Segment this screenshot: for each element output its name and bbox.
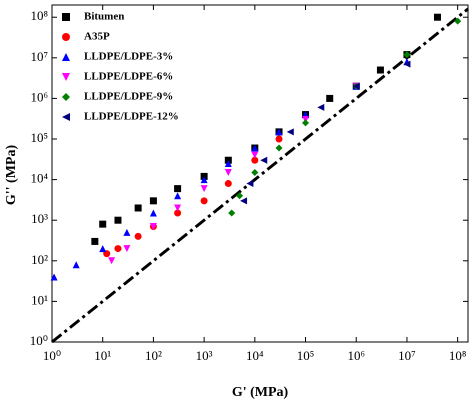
legend-label: LLDPE/LDPE-9% — [84, 91, 173, 103]
point — [200, 197, 208, 205]
point — [149, 209, 157, 217]
point — [275, 144, 283, 152]
x-tick-label: 10³ — [196, 348, 213, 363]
y-tick-label: 10⁸ — [30, 8, 48, 23]
point — [224, 180, 232, 188]
point — [50, 273, 58, 281]
plot-frame — [51, 4, 469, 343]
point — [246, 180, 254, 188]
legend-marker — [62, 13, 70, 21]
x-tick-label: 10⁵ — [297, 348, 315, 363]
point — [149, 222, 157, 230]
point — [200, 176, 208, 184]
point — [275, 128, 283, 136]
point — [99, 220, 107, 228]
legend-label: Bitumen — [84, 11, 124, 23]
legend-marker — [62, 113, 70, 121]
point — [114, 245, 122, 253]
legend-label: LLDPE/LDPE-3% — [84, 51, 173, 63]
x-tick-label: 10⁷ — [398, 348, 416, 363]
x-tick-label: 10⁶ — [347, 348, 365, 363]
x-axis-label: G' (MPa) — [232, 385, 289, 400]
point — [134, 204, 142, 212]
point — [326, 94, 334, 102]
point — [174, 209, 182, 217]
reference-line — [51, 7, 469, 344]
point — [91, 237, 99, 245]
y-tick-label: 10¹ — [31, 292, 48, 307]
point — [236, 192, 244, 200]
x-tick-label: 10⁴ — [246, 348, 264, 363]
point — [123, 245, 131, 253]
point — [174, 185, 182, 193]
y-tick-label: 10⁴ — [30, 171, 48, 186]
y-tick-label: 10⁰ — [30, 333, 48, 348]
point — [251, 156, 259, 164]
point — [108, 257, 116, 265]
x-tick-label: 10² — [145, 348, 162, 363]
y-tick-label: 10³ — [31, 211, 48, 226]
point — [149, 197, 157, 205]
point — [275, 135, 283, 143]
y-tick-label: 10⁵ — [30, 130, 48, 145]
point — [352, 82, 360, 90]
point — [224, 159, 232, 167]
x-tick-label: 10⁰ — [43, 348, 61, 363]
legend-marker — [62, 73, 70, 81]
point — [134, 232, 142, 240]
point — [454, 17, 462, 25]
point — [286, 128, 294, 136]
legend-marker — [62, 33, 70, 41]
point — [240, 197, 248, 205]
y-tick-label: 10⁶ — [30, 89, 48, 104]
legend-label: LLDPE/LDPE-12% — [84, 111, 179, 123]
point — [251, 144, 259, 152]
point — [114, 216, 122, 224]
point — [224, 168, 232, 176]
y-tick-label: 10⁷ — [30, 49, 48, 64]
point — [251, 168, 259, 176]
y-axis-label: G'' (MPa) — [4, 145, 19, 206]
point — [317, 103, 325, 111]
y-tick-label: 10² — [31, 252, 48, 267]
point — [200, 185, 208, 193]
legend-label: LLDPE/LDPE-6% — [84, 71, 173, 83]
legend-marker — [62, 53, 70, 61]
point — [174, 192, 182, 200]
point — [228, 209, 236, 217]
point — [251, 151, 259, 159]
point — [433, 13, 441, 21]
point — [403, 60, 411, 68]
point — [174, 204, 182, 212]
point — [260, 156, 268, 164]
legend-label: A35P — [84, 31, 110, 43]
point — [123, 228, 131, 236]
point — [72, 261, 80, 269]
legend-marker — [62, 93, 70, 101]
point — [403, 51, 411, 59]
x-tick-label: 10¹ — [94, 348, 111, 363]
point — [302, 119, 310, 127]
point — [376, 66, 384, 74]
point — [99, 245, 107, 253]
x-tick-label: 10⁸ — [449, 348, 467, 363]
